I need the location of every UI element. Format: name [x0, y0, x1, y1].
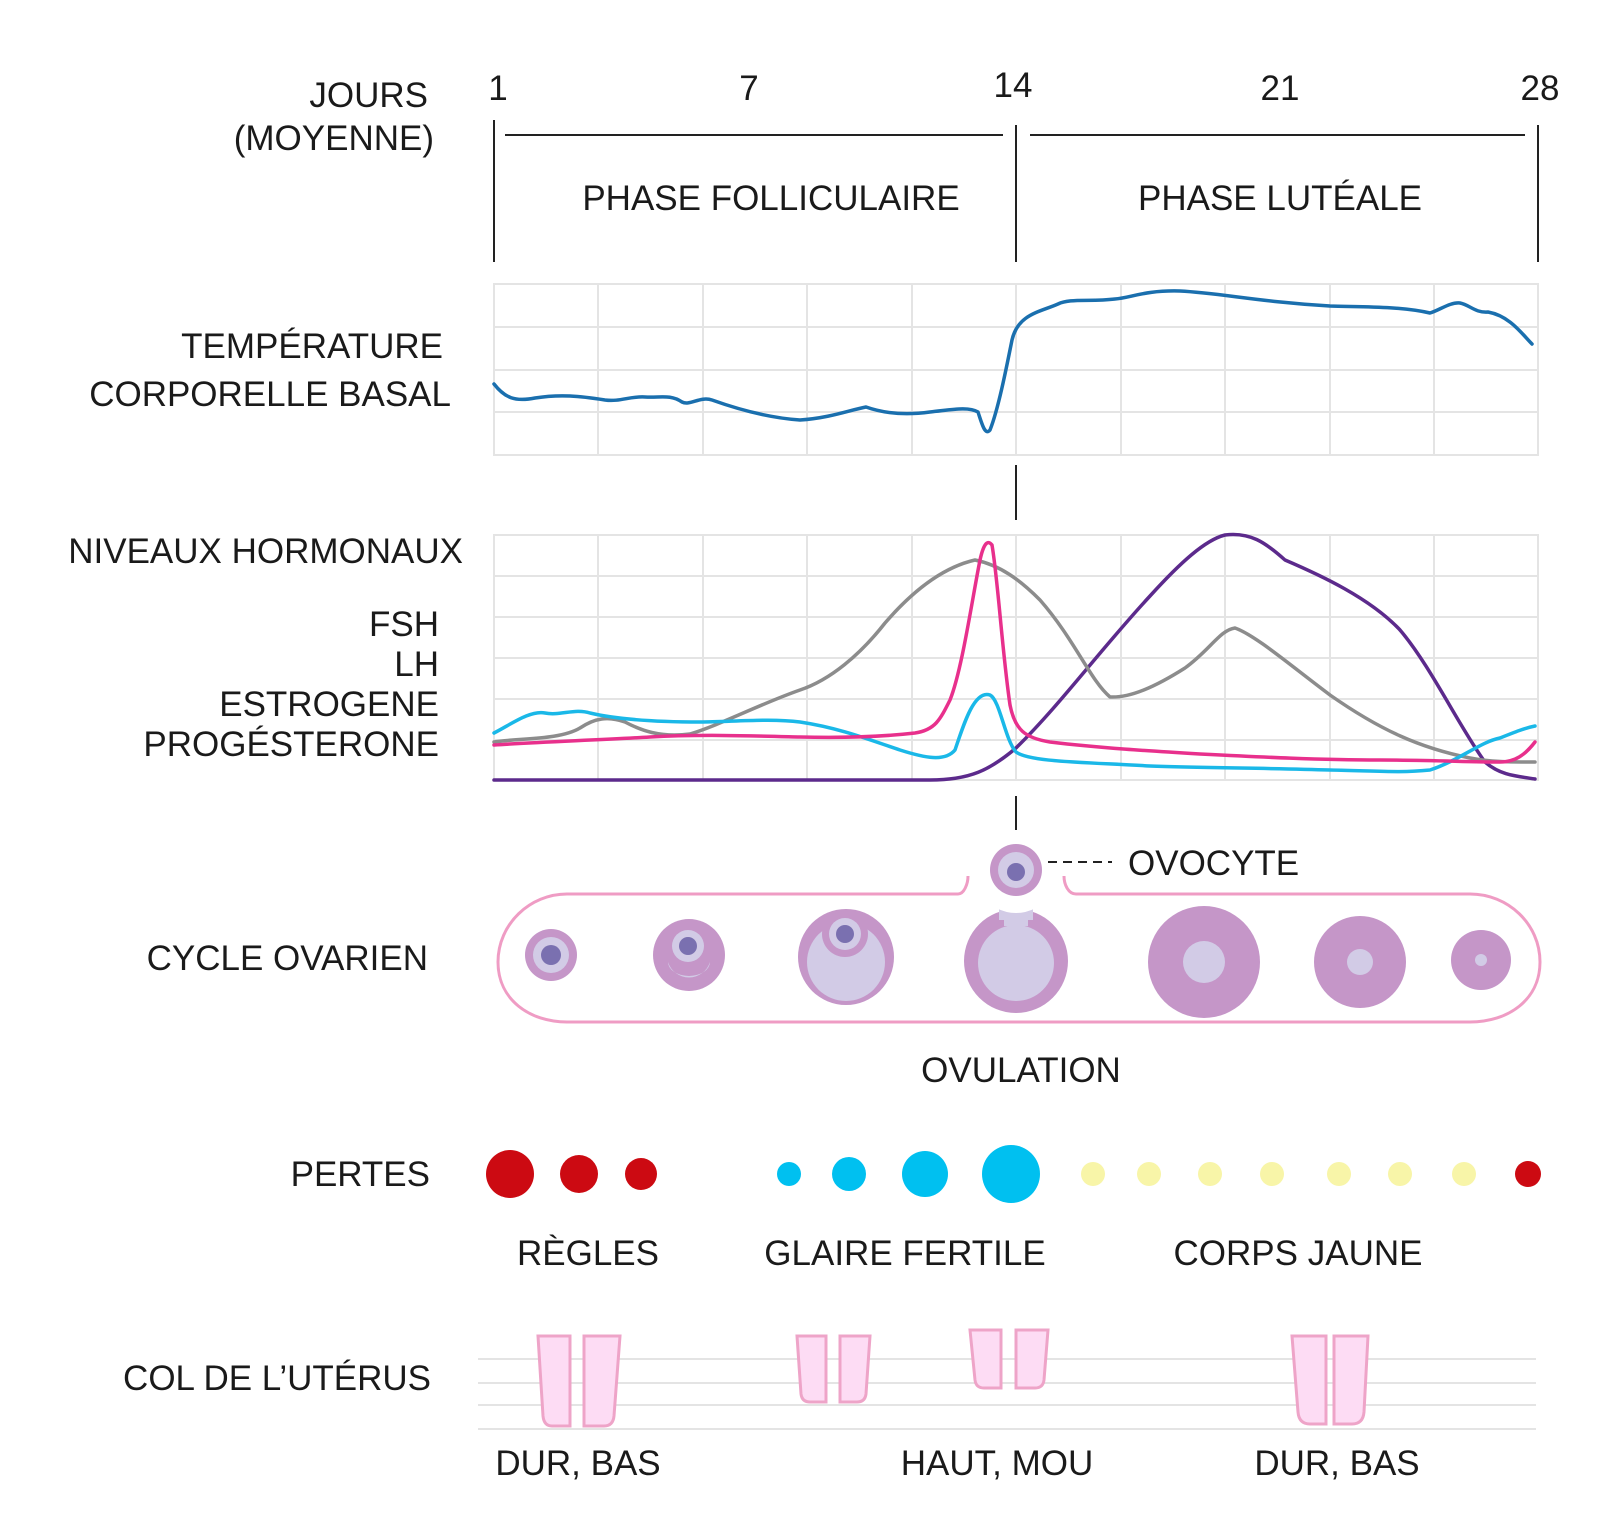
discharge-group-glaire: GLAIRE FERTILE	[764, 1234, 1045, 1273]
cervix-high-soft-icon	[968, 1328, 1050, 1390]
follicle-rupturing-icon	[964, 900, 1068, 1013]
discharge-group-regles: RÈGLES	[517, 1234, 659, 1273]
period-dot	[486, 1150, 534, 1198]
hormones-title: NIVEAUX HORMONAUX	[68, 532, 463, 571]
ovarian-cycle-label: CYCLE OVARIEN	[147, 939, 428, 978]
corpus-luteum-dot	[1388, 1162, 1412, 1186]
fertile-mucus-dot	[832, 1157, 866, 1191]
fertile-mucus-dot	[982, 1145, 1040, 1203]
fertile-mucus-dot	[902, 1151, 948, 1197]
temperature-curve	[492, 289, 1534, 434]
estrogen-curve	[492, 558, 1537, 764]
legend-fsh: FSH	[369, 605, 439, 644]
cervix-state-early: DUR, BAS	[495, 1444, 660, 1483]
corpus-luteum-dot	[1260, 1162, 1284, 1186]
temperature-grid	[493, 283, 1539, 456]
cervix-guide-lines	[478, 1358, 1536, 1430]
legend-progesterone: PROGÉSTERONE	[143, 725, 439, 764]
period-dot	[1515, 1161, 1541, 1187]
follicle-secondary-icon	[653, 919, 725, 991]
cervix-state-ovulation: HAUT, MOU	[901, 1444, 1094, 1483]
phase-luteal-label: PHASE LUTÉALE	[1138, 179, 1422, 218]
discharge-label: PERTES	[291, 1155, 430, 1194]
legend-estrogen: ESTROGENE	[219, 685, 439, 724]
fsh-curve	[492, 692, 1537, 774]
hormone-grid	[493, 534, 1539, 781]
day-tick-21: 21	[1261, 69, 1300, 108]
day-tick-7: 7	[739, 69, 758, 108]
cervix-low-hard-late-icon	[1290, 1334, 1370, 1426]
follicle-primary-icon	[525, 929, 577, 981]
day-tick-1: 1	[488, 69, 507, 108]
corpus-luteum-dot	[1198, 1162, 1222, 1186]
discharge-group-corps-jaune: CORPS JAUNE	[1174, 1234, 1423, 1273]
corpus-albicans-icon	[1451, 930, 1511, 990]
discharge-dots	[486, 1145, 1541, 1203]
corpus-luteum-dot	[1327, 1162, 1351, 1186]
corpus-luteum-dot	[1452, 1162, 1476, 1186]
day-tick-14: 14	[994, 66, 1033, 105]
period-dot	[560, 1155, 598, 1193]
cervix-mid-icon	[795, 1334, 872, 1404]
ovulation-label: OVULATION	[921, 1051, 1121, 1090]
fertile-mucus-dot	[777, 1162, 801, 1186]
cervix-state-late: DUR, BAS	[1254, 1444, 1419, 1483]
oocyte-icon	[990, 844, 1042, 896]
day-tick-28: 28	[1521, 69, 1560, 108]
cervix-low-hard-icon	[536, 1334, 622, 1428]
temperature-label: TEMPÉRATURE	[181, 327, 443, 366]
legend-lh: LH	[394, 645, 439, 684]
oocyte-label: OVOCYTE	[1128, 844, 1299, 883]
lh-curve	[492, 540, 1537, 764]
days-label-average: (MOYENNE)	[234, 119, 434, 158]
days-label: JOURS	[309, 76, 428, 115]
ovary-outline	[496, 875, 1542, 1024]
phase-follicular-label: PHASE FOLLICULAIRE	[582, 179, 959, 218]
corpus-luteum-dot	[1081, 1162, 1105, 1186]
corpus-luteum-medium-icon	[1314, 916, 1406, 1008]
corpus-luteum-dot	[1137, 1162, 1161, 1186]
period-dot	[625, 1158, 657, 1190]
follicle-antral-icon	[798, 909, 894, 1005]
cervix-label: COL DE L’UTÉRUS	[123, 1359, 431, 1398]
corpus-luteum-large-icon	[1148, 906, 1260, 1018]
temperature-label-basal: CORPORELLE BASAL	[89, 375, 451, 414]
